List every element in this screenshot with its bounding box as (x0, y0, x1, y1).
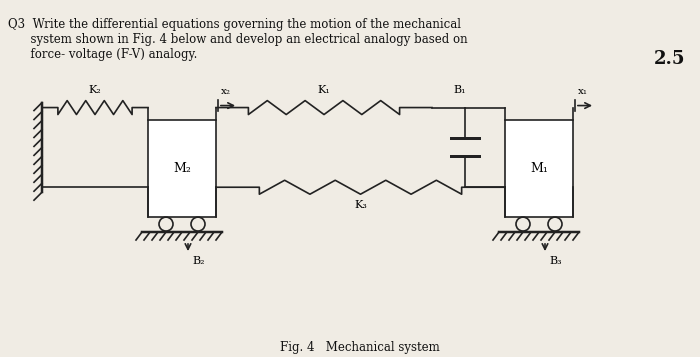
Text: x₂: x₂ (221, 87, 231, 96)
FancyBboxPatch shape (505, 120, 573, 217)
Text: B₁: B₁ (454, 85, 466, 95)
Text: B₃: B₃ (549, 256, 561, 266)
Text: K₃: K₃ (354, 200, 367, 210)
Text: M₁: M₁ (530, 162, 548, 175)
Text: K₁: K₁ (318, 85, 330, 95)
Text: M₂: M₂ (173, 162, 191, 175)
Text: 2.5: 2.5 (654, 50, 685, 68)
Text: Fig. 4   Mechanical system: Fig. 4 Mechanical system (280, 341, 440, 354)
Text: x₁: x₁ (578, 87, 588, 96)
Text: K₂: K₂ (89, 85, 102, 95)
FancyBboxPatch shape (148, 120, 216, 217)
Text: Q3  Write the differential equations governing the motion of the mechanical: Q3 Write the differential equations gove… (8, 18, 461, 31)
Text: force- voltage (F-V) analogy.: force- voltage (F-V) analogy. (8, 48, 197, 61)
Text: B₂: B₂ (192, 256, 204, 266)
Text: system shown in Fig. 4 below and develop an electrical analogy based on: system shown in Fig. 4 below and develop… (8, 33, 468, 46)
